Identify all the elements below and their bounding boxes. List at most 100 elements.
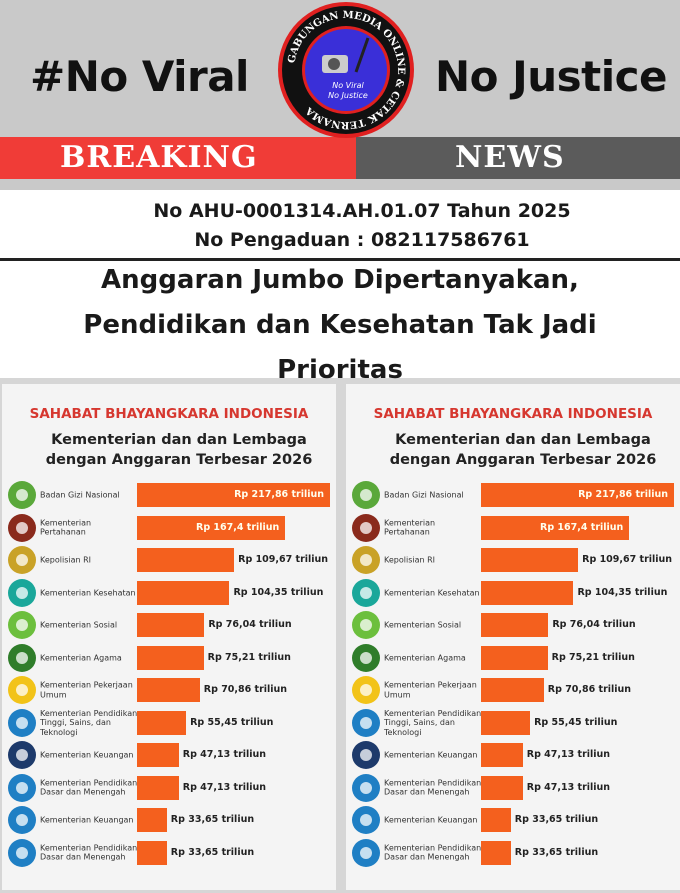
bar-value-label: Rp 55,45 triliun	[190, 716, 274, 728]
svg-text:No Justice: No Justice	[328, 91, 368, 100]
bar	[481, 580, 574, 605]
bar-category-label: Kementerian Keuangan	[40, 750, 134, 760]
bar-value-label: Rp 167,4 triliun	[196, 521, 280, 533]
chart-brand: SAHABAT BHAYANGKARA INDONESIA	[373, 406, 653, 422]
bar-category-label: Kementerian Keuangan	[384, 750, 478, 760]
bar-row: Kementerian Pertahanan Rp 167,4 triliun	[346, 513, 680, 542]
breaking-band	[0, 137, 356, 179]
tut-wuri-logo-icon	[352, 806, 380, 834]
headline-line-1: Anggaran Jumbo Dipertanyakan,	[101, 265, 579, 295]
kemhan-logo-icon	[8, 513, 36, 542]
bar	[481, 840, 511, 865]
bar-row: Kementerian Pendidikan Tinggi, Sains, da…	[346, 708, 680, 737]
bar	[137, 775, 179, 800]
bar	[481, 613, 549, 637]
ahu-number: No AHU-0001314.AH.01.07 Tahun 2025	[153, 200, 571, 222]
chart-title: Kementerian dan dan Lembaga dengan Angga…	[356, 430, 680, 470]
breaking-label: BREAKING	[60, 140, 258, 175]
bar	[137, 580, 230, 605]
polri-logo-icon	[8, 546, 36, 574]
tut-wuri-logo-icon	[8, 773, 36, 802]
kemenkeu-logo-icon	[352, 741, 380, 769]
bar-value-label: Rp 109,67 triliun	[238, 554, 329, 565]
bar-value-label: Rp 47,13 triliun	[182, 749, 267, 760]
tut-wuri-logo-icon	[8, 806, 36, 834]
bar-row: Kepolisian RI Rp 109,67 triliun	[2, 546, 336, 574]
headline: Anggaran Jumbo Dipertanyakan, Pendidikan…	[20, 258, 660, 393]
news-band	[356, 137, 680, 179]
bar-row: Kementerian Pendidikan Dasar dan Menenga…	[2, 838, 336, 867]
kemenkes-logo-icon	[352, 578, 380, 607]
bar-value-label: Rp 217,86 triliun	[234, 489, 324, 500]
bar-row: Kementerian Agama Rp 75,21 triliun	[346, 643, 680, 672]
bar-category-label: Kementerian Pekerjaan Umum	[40, 680, 133, 700]
bar	[137, 548, 235, 572]
bar-value-label: Rp 47,13 triliun	[526, 749, 611, 760]
tut-wuri-logo-icon	[8, 838, 36, 867]
bar	[481, 775, 523, 800]
slogan-right: No Justice	[435, 52, 668, 101]
bar-row: Kementerian Pendidikan Dasar dan Menenga…	[346, 838, 680, 867]
bar-value-label: Rp 75,21 triliun	[551, 651, 635, 663]
bar	[481, 808, 511, 832]
bar	[137, 515, 286, 540]
bar-value-label: Rp 47,13 triliun	[526, 781, 611, 793]
chart-title-line-2: dengan Anggaran Terbesar 2026	[389, 452, 657, 468]
tut-wuri-logo-icon	[8, 708, 36, 737]
bar	[137, 710, 187, 735]
bar-row: Kepolisian RI Rp 109,67 triliun	[346, 546, 680, 574]
tut-wuri-logo-icon	[352, 708, 380, 737]
bar-category-label: Kementerian Sosial	[40, 620, 118, 630]
divider	[0, 258, 680, 261]
bar-row: Kementerian Kesehatan Rp 104,35 triliun	[2, 578, 336, 607]
bar-value-label: Rp 33,65 triliun	[170, 846, 255, 858]
headline-line-3: Prioritas	[277, 355, 403, 385]
bar-category-label: Kementerian Pendidikan Dasar dan Menenga…	[384, 778, 482, 797]
bar-category-label: Badan Gizi Nasional	[40, 490, 120, 500]
bar-category-label: Kementerian Pertahanan	[384, 518, 436, 537]
bar-value-label: Rp 109,67 triliun	[582, 554, 673, 565]
bar-row: Kementerian Sosial Rp 76,04 triliun	[2, 611, 336, 639]
chart-panel-left: SAHABAT BHAYANGKARA INDONESIA Kementeria…	[2, 384, 336, 890]
kemenkeu-logo-icon	[8, 741, 36, 769]
bar	[481, 710, 531, 735]
bar-value-label: Rp 47,13 triliun	[182, 781, 267, 793]
bar	[481, 743, 523, 767]
bar	[481, 645, 548, 670]
bar-value-label: Rp 55,45 triliun	[534, 716, 618, 728]
bar-category-label: Kementerian Pendidikan Dasar dan Menenga…	[40, 778, 138, 797]
bar-row: Kementerian Pendidikan Tinggi, Sains, da…	[2, 708, 336, 737]
bar-category-label: Kementerian Pendidikan Dasar dan Menenga…	[40, 843, 138, 862]
bar	[137, 808, 167, 832]
bar	[481, 515, 630, 540]
bar-value-label: Rp 104,35 triliun	[233, 586, 324, 598]
kemhan-logo-icon	[352, 513, 380, 542]
chart-title-line-1: Kementerian dan dan Lembaga	[395, 432, 651, 448]
tut-wuri-logo-icon	[352, 773, 380, 802]
pu-logo-icon	[352, 676, 380, 704]
chart-panel-right: SAHABAT BHAYANGKARA INDONESIA Kementeria…	[346, 384, 680, 890]
bar-row: Kementerian Keuangan Rp 33,65 triliun	[2, 806, 336, 834]
bar-category-label: Kepolisian RI	[384, 555, 436, 565]
bar-category-label: Kementerian Keuangan	[40, 815, 134, 825]
bar-row: Badan Gizi Nasional Rp 217,86 triliun	[2, 481, 336, 509]
kemenkes-logo-icon	[8, 578, 36, 607]
bgn-logo-icon	[352, 481, 380, 509]
bar-category-label: Kementerian Pendidikan Tinggi, Sains, da…	[384, 708, 482, 737]
bar-row: Kementerian Keuangan Rp 33,65 triliun	[346, 806, 680, 834]
chart-brand: SAHABAT BHAYANGKARA INDONESIA	[29, 406, 309, 422]
bar-value-label: Rp 76,04 triliun	[208, 619, 292, 630]
bar	[481, 678, 544, 702]
chart-title-line-2: dengan Anggaran Terbesar 2026	[45, 452, 313, 468]
bar-row: Kementerian Pekerjaan Umum Rp 70,86 trili…	[346, 676, 680, 704]
bar	[137, 645, 204, 670]
bar-row: Kementerian Keuangan Rp 47,13 triliun	[346, 741, 680, 769]
news-label: NEWS	[455, 140, 565, 175]
bar-category-label: Kementerian Pendidikan Tinggi, Sains, da…	[40, 708, 138, 737]
complaint-number: No Pengaduan : 082117586761	[194, 229, 530, 251]
bar-row: Kementerian Kesehatan Rp 104,35 triliun	[346, 578, 680, 607]
slogan-left: #No Viral	[30, 52, 249, 101]
bar-category-label: Kementerian Kesehatan	[384, 587, 480, 597]
bar-value-label: Rp 76,04 triliun	[552, 619, 636, 630]
bar-category-label: Kementerian Pekerjaan Umum	[384, 680, 477, 700]
